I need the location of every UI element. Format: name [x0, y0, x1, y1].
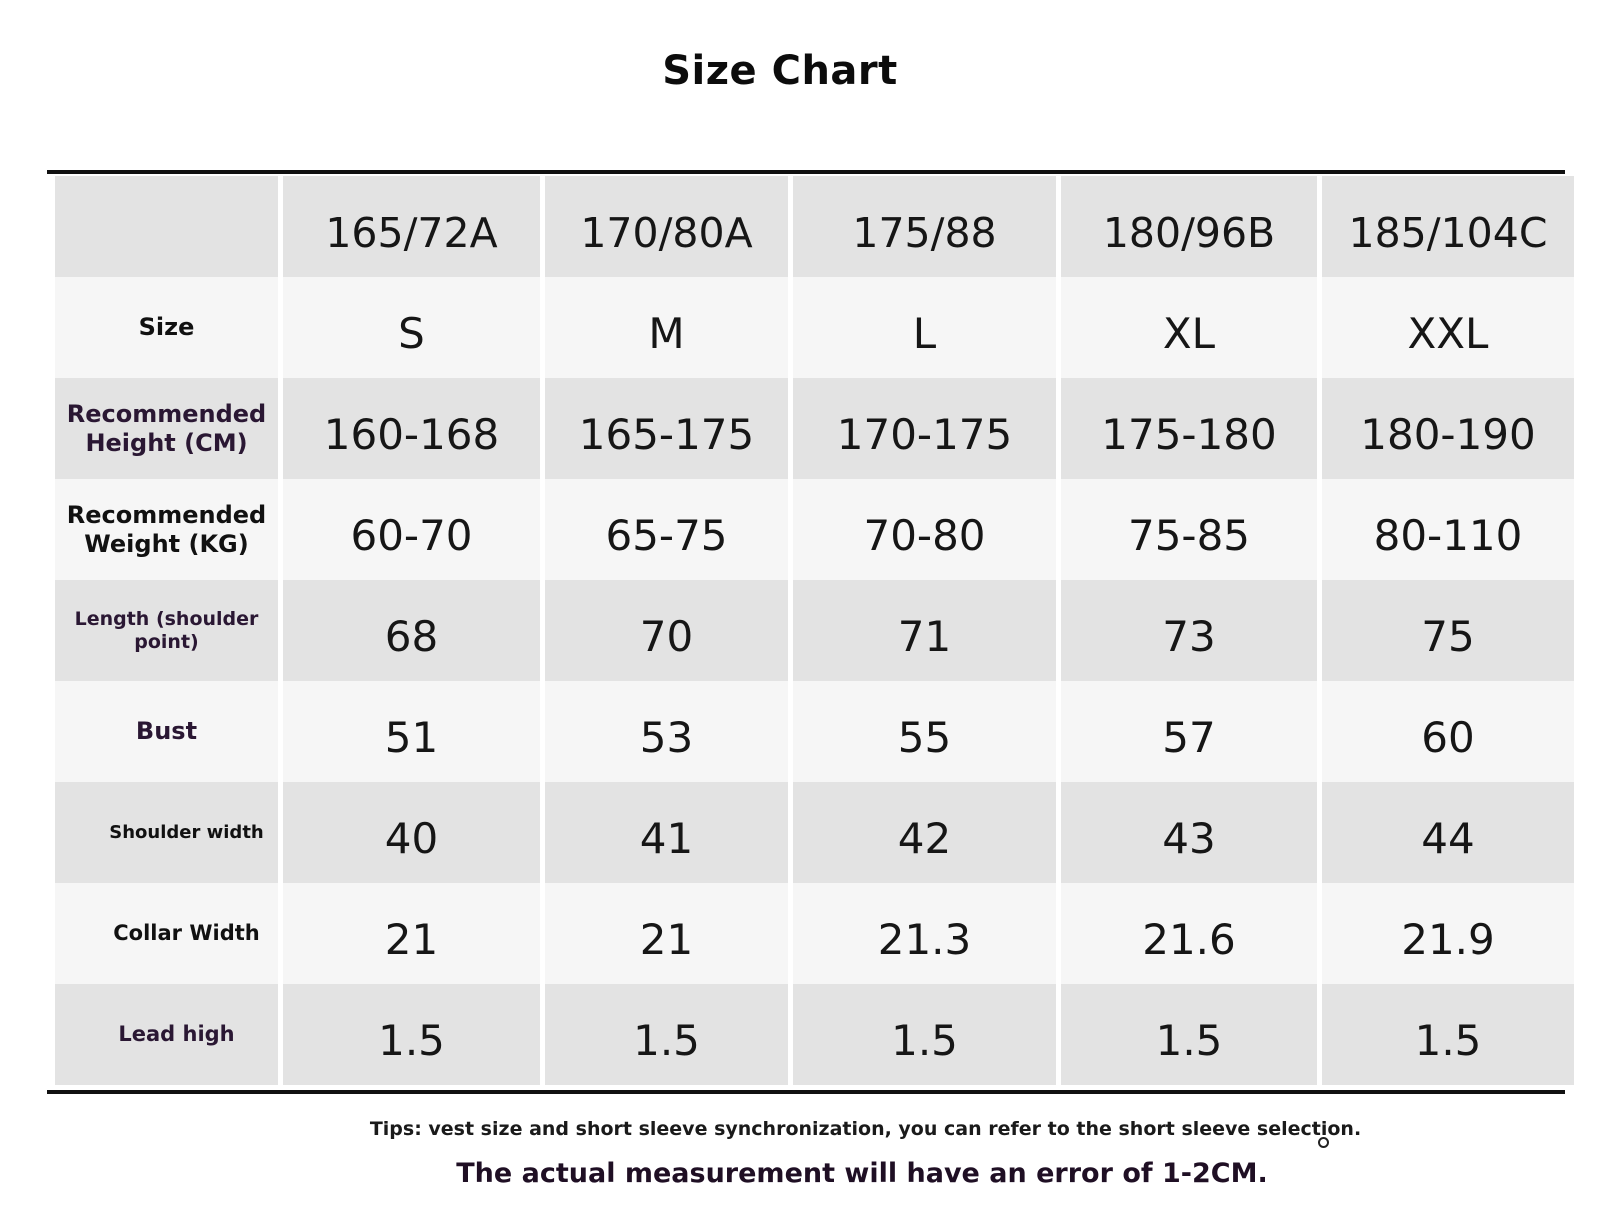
header-size-code-xl: 180/96B [1061, 176, 1317, 277]
table-cell: 1.5 [545, 984, 788, 1085]
table-cell: 1.5 [793, 984, 1056, 1085]
header-size-code-l: 175/88 [793, 176, 1056, 277]
table-cell: 41 [545, 782, 788, 883]
table-cell: 53 [545, 681, 788, 782]
table-cell: 60 [1322, 681, 1574, 782]
table-cell: 1.5 [283, 984, 540, 1085]
table-cell: 160-168 [283, 378, 540, 479]
row-label-weight: Recommended Weight (KG) [55, 479, 278, 580]
table-cell: 51 [283, 681, 540, 782]
table-top-rule [47, 170, 1565, 174]
measurement-note: The actual measurement will have an erro… [456, 1158, 1268, 1189]
table-cell: 21.6 [1061, 883, 1317, 984]
table-cell: 42 [793, 782, 1056, 883]
row-label-length: Length (shoulder point) [55, 580, 278, 681]
table-cell: 21.3 [793, 883, 1056, 984]
table-cell: 1.5 [1322, 984, 1574, 1085]
table-cell: 43 [1061, 782, 1317, 883]
table-cell: 70 [545, 580, 788, 681]
row-label-collar-width: Collar Width [55, 883, 278, 984]
size-table: 165/72A 170/80A 175/88 180/96B 185/104C … [55, 176, 1574, 1085]
table-cell: 73 [1061, 580, 1317, 681]
row-label-height: Recommended Height (CM) [55, 378, 278, 479]
header-size-code-xxl: 185/104C [1322, 176, 1574, 277]
table-cell: 71 [793, 580, 1056, 681]
table-cell: 180-190 [1322, 378, 1574, 479]
table-cell: 70-80 [793, 479, 1056, 580]
table-cell: 21.9 [1322, 883, 1574, 984]
table-cell: 21 [545, 883, 788, 984]
row-label-size: Size [55, 277, 278, 378]
table-cell: 1.5 [1061, 984, 1317, 1085]
table-cell: 75 [1322, 580, 1574, 681]
table-cell: 68 [283, 580, 540, 681]
table-bottom-rule [47, 1090, 1565, 1094]
tips-text: Tips: vest size and short sleeve synchro… [369, 1118, 1362, 1140]
table-cell: 44 [1322, 782, 1574, 883]
header-size-code-s: 165/72A [283, 176, 540, 277]
table-cell: 80-110 [1322, 479, 1574, 580]
table-cell: XL [1061, 277, 1317, 378]
table-cell: 175-180 [1061, 378, 1317, 479]
table-cell: 65-75 [545, 479, 788, 580]
circle-mark-icon [1318, 1137, 1329, 1148]
table-cell: 21 [283, 883, 540, 984]
table-cell: XXL [1322, 277, 1574, 378]
table-cell: L [793, 277, 1056, 378]
table-cell: S [283, 277, 540, 378]
table-cell: 57 [1061, 681, 1317, 782]
page-title: Size Chart [662, 48, 898, 94]
row-label-lead-high: Lead high [55, 984, 278, 1085]
table-cell: 40 [283, 782, 540, 883]
row-label-bust: Bust [55, 681, 278, 782]
table-cell: 55 [793, 681, 1056, 782]
header-corner-cell [55, 176, 278, 277]
table-cell: M [545, 277, 788, 378]
row-label-shoulder-width: Shoulder width [55, 782, 278, 883]
table-cell: 165-175 [545, 378, 788, 479]
table-cell: 170-175 [793, 378, 1056, 479]
header-size-code-m: 170/80A [545, 176, 788, 277]
table-cell: 60-70 [283, 479, 540, 580]
table-cell: 75-85 [1061, 479, 1317, 580]
